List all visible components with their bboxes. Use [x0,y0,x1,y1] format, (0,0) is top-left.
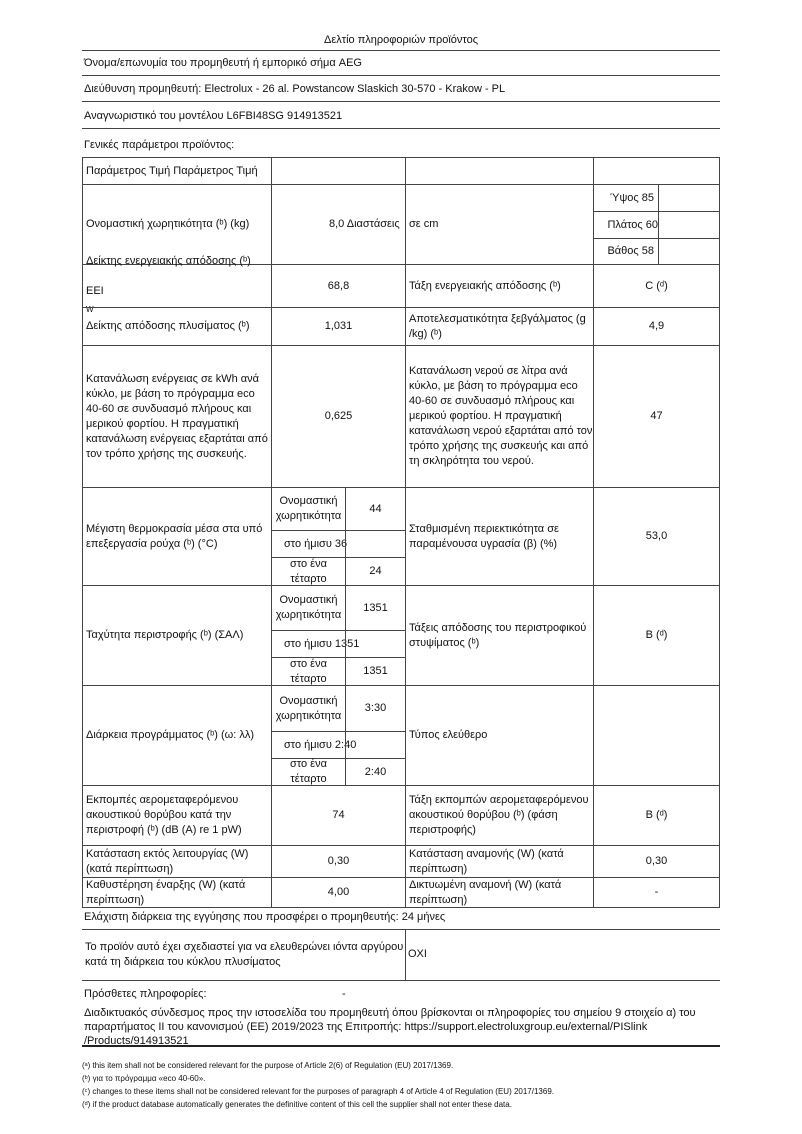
dimension-width: Πλάτος 60 [593,211,659,239]
networked-standby-label: Δικτυωμένη αναμονή (W) (κατά περίπτωση) [405,877,594,908]
water-consumption-value: 47 [593,345,720,488]
table-cell [405,157,594,185]
duration-quarter-value: 2:40 [345,758,406,786]
noise-emission-label: Εκπομπές αερομεταφερόμενου ακουστικού θο… [82,785,272,846]
divider [82,50,720,51]
off-mode-label: Κατάσταση εκτός λειτουργίας (W) (κατά πε… [82,845,272,878]
table-header: Παράμετρος Τιμή Παράμετρος Τιμή [82,157,272,185]
footnote-c: (ᶜ) changes to these items shall not be … [82,1087,554,1096]
divider [82,1045,720,1047]
document-title: Δελτίο πληροφοριών προϊόντος [323,34,479,46]
table-cell [658,184,720,212]
eei-value: 68,8 [271,264,406,308]
divider [82,101,720,102]
noise-class-value: B (ᵈ) [593,785,720,846]
spin-quarter-value: 1351 [345,657,406,686]
rinsing-effectiveness-label: Αποτελεσματικότητα ξεβγάλματος (g /kg) (… [405,307,594,346]
washing-performance-value: 1,031 [271,307,406,346]
additional-info-value: - [342,988,346,1000]
table-cell [271,157,406,185]
footnote-a: (ᵃ) this item shall not be considered re… [82,1061,454,1070]
networked-standby-value: - [593,877,720,908]
table-cell [345,530,406,558]
dimension-depth: Βάθος 58 [593,238,659,265]
standby-value: 0,30 [593,845,720,878]
energy-consumption-value: 0,625 [271,345,406,488]
eei-label: Δείκτης ενεργειακής απόδοσης (ᵇ) EEI W [82,255,272,315]
silver-ions-value: OXI [405,929,720,981]
temp-quarter-label: στο ένα τέταρτο [271,557,346,586]
program-duration-label: Διάρκεια προγράμματος (ᵇ) (ω: λλ) [82,685,272,786]
model-identifier: Αναγνωριστικό του μοντέλου L6FBI48SG 914… [84,110,343,122]
divider [82,75,720,76]
additional-info-label: Πρόσθετες πληροφορίες: [84,988,207,1000]
capacity-value-cell: 8,0 Διαστάσεις [271,184,406,265]
max-temperature-label: Μέγιστη θερμοκρασία μέσα στα υπό επεξεργ… [82,487,272,586]
temp-rated-value: 44 [345,487,406,531]
water-consumption-label: Κατανάλωση νερού σε λίτρα ανά κύκλο, με … [405,345,594,488]
noise-emission-value: 74 [271,785,406,846]
duration-rated-label: Ονομαστική χωρητικότητα [271,685,346,732]
delay-start-label: Καθυστέρηση έναρξης (W) (κατά περίπτωση) [82,877,272,908]
spin-half: στο ήμισυ 1351 [271,630,359,658]
table-cell [345,731,406,759]
dimension-height: Ύψος 85 [593,184,659,212]
washing-performance-label: Δείκτης απόδοσης πλυσίματος (ᵇ) [82,307,272,346]
spin-rated-value: 1351 [345,585,406,631]
capacity-label: Ονομαστική χωρητικότητα (ᵇ) (kg) [82,184,272,265]
guarantee-text: Ελάχιστη διάρκεια της εγγύησης που προσφ… [84,911,446,923]
table-cell [345,630,406,658]
rinsing-effectiveness-value: 4,9 [593,307,720,346]
supplier-website-link[interactable]: Διαδικτυακός σύνδεσμος προς την ιστοσελί… [84,1007,696,1047]
energy-class-label: Τάξη ενεργειακής απόδοσης (ᵇ) [405,264,594,308]
spin-rated-label: Ονομαστική χωρητικότητα [271,585,346,631]
noise-class-label: Τάξη εκπομπών αερομεταφερόμενου ακουστικ… [405,785,594,846]
supplier-name: Όνομα/επωνυμία του προμηθευτή ή εμπορικό… [84,57,362,69]
standby-label: Κατάσταση αναμονής (W) (κατά περίπτωση) [405,845,594,878]
table-cell [593,685,720,786]
temp-rated-label: Ονομαστική χωρητικότητα [271,487,346,531]
off-mode-value: 0,30 [271,845,406,878]
type-label: Τύπος ελεύθερο [405,685,594,786]
energy-consumption-label: Κατανάλωση ενέργειας σε kWh ανά κύκλο, μ… [82,345,272,488]
general-parameters-heading: Γενικές παράμετροι προϊόντος: [84,139,235,151]
duration-half: στο ήμισυ 2:40 [271,731,356,759]
duration-rated-value: 3:30 [345,685,406,732]
spin-class-value: B (ᵈ) [593,585,720,686]
silver-ions-label: Το προϊόν αυτό έχει σχεδιαστεί για να ελ… [82,929,406,981]
temp-quarter-value: 24 [345,557,406,586]
delay-start-value: 4,00 [271,877,406,908]
footnote-b: (ᵇ) για το πρόγραμμα «eco 40-60». [82,1074,206,1083]
table-cell [593,157,720,185]
duration-quarter-label: στο ένα τέταρτο [271,758,346,786]
dimensions-label: σε cm [405,184,594,265]
divider [82,929,720,930]
footnote-d: (ᵈ) if the product database automaticall… [82,1100,512,1109]
spin-speed-label: Ταχύτητα περιστροφής (ᵇ) (ΣΑΛ) [82,585,272,686]
spin-quarter-label: στο ένα τέταρτο [271,657,346,686]
divider [82,128,720,129]
spin-class-label: Τάξεις απόδοσης του περιστροφικού στυψίμ… [405,585,594,686]
table-cell [658,211,720,239]
energy-class-value: C (ᵈ) [593,264,720,308]
moisture-value: 53,0 [593,487,720,586]
supplier-address: Διεύθυνση προμηθευτή: Electrolux - 26 al… [84,83,506,95]
moisture-label: Σταθμισμένη περιεκτικότητα σε παραμένουσ… [405,487,594,586]
table-cell [658,238,720,265]
temp-half: στο ήμισυ 36 [271,530,347,558]
